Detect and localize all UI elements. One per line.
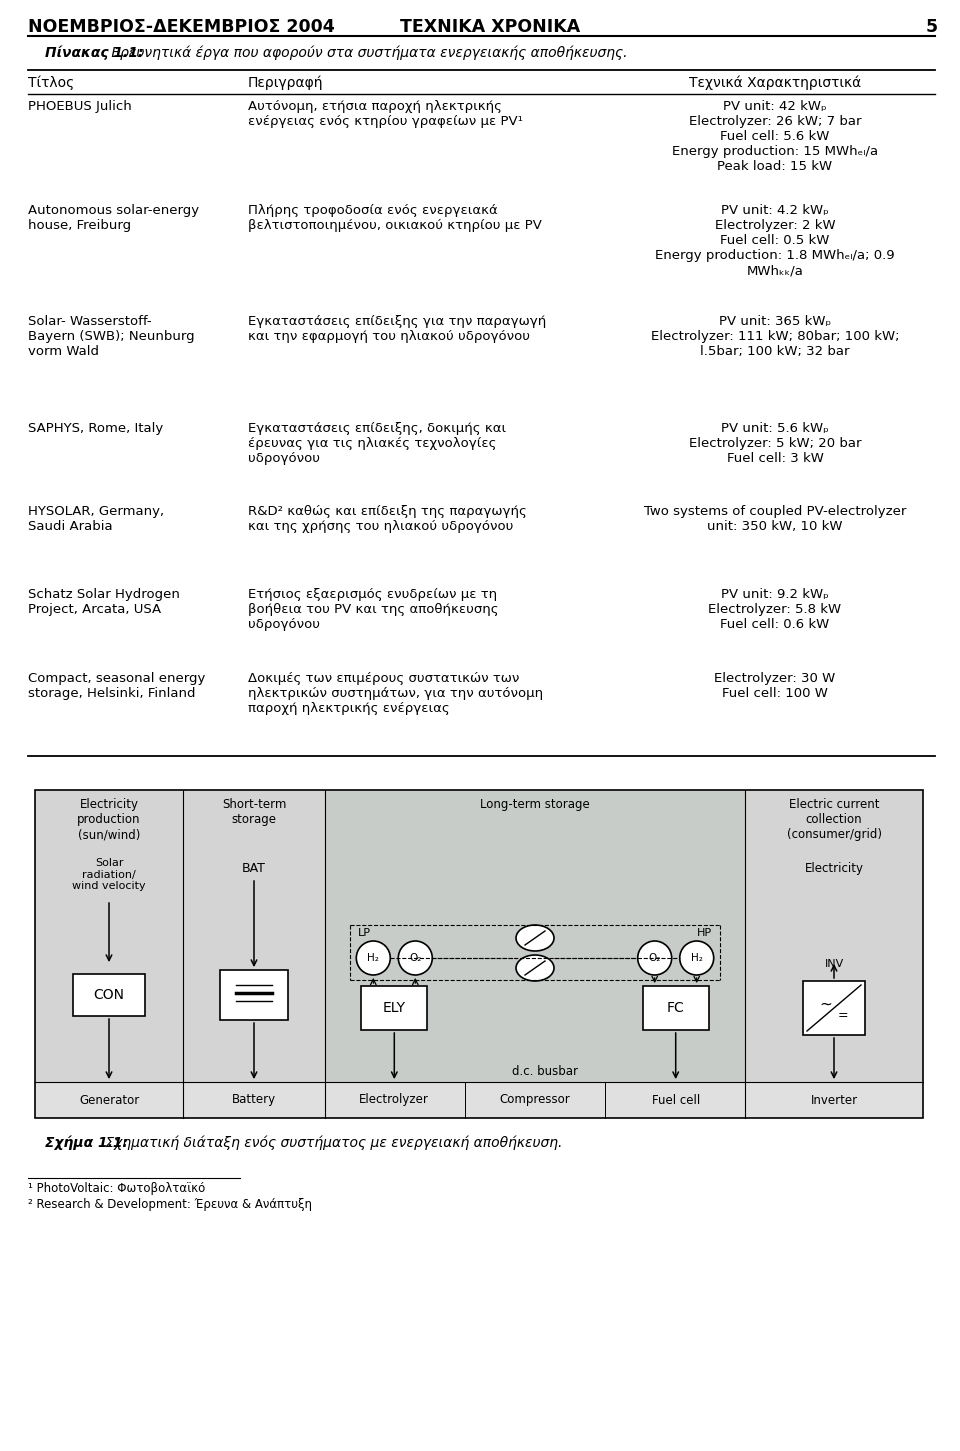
Bar: [220, 971, 288, 1020]
Circle shape: [637, 942, 672, 975]
Text: Solar- Wasserstoff-
Bayern (SWB); Neunburg
vorm Wald: Solar- Wasserstoff- Bayern (SWB); Neunbu…: [28, 315, 195, 358]
Text: Αυτόνομη, ετήσια παροχή ηλεκτρικής
ενέργειας ενός κτηρίου γραφείων με PV¹: Αυτόνομη, ετήσια παροχή ηλεκτρικής ενέργ…: [248, 100, 523, 128]
Text: Πλήρης τροφοδοσία ενός ενεργειακά
βελτιστοποιημένου, οικιακού κτηρίου με PV: Πλήρης τροφοδοσία ενός ενεργειακά βελτισ…: [248, 205, 541, 232]
Text: Τεχνικά Χαρακτηριστικά: Τεχνικά Χαρακτηριστικά: [689, 75, 861, 90]
Text: PV unit: 365 kWₚ
Electrolyzer: 111 kW; 80bar; 100 kW;
l.5bar; 100 kW; 32 bar: PV unit: 365 kWₚ Electrolyzer: 111 kW; 8…: [651, 315, 900, 358]
Text: Two systems of coupled PV-electrolyzer
unit: 350 kW, 10 kW: Two systems of coupled PV-electrolyzer u…: [644, 505, 906, 533]
Text: CON: CON: [93, 988, 125, 1003]
Bar: [361, 987, 427, 1030]
Text: Solar
radiation/
wind velocity: Solar radiation/ wind velocity: [72, 858, 146, 891]
Text: Σχήμα 1.1:: Σχήμα 1.1:: [45, 1136, 128, 1151]
Bar: [745, 789, 923, 1119]
Ellipse shape: [516, 924, 554, 950]
Text: ~: ~: [820, 997, 832, 1011]
Text: Long-term storage: Long-term storage: [480, 798, 589, 811]
Text: Ετήσιος εξαερισμός ενυδρείων με τη
βοήθεια του PV και της αποθήκευσης
υδρογόνου: Ετήσιος εξαερισμός ενυδρείων με τη βοήθε…: [248, 588, 498, 631]
Text: HP: HP: [697, 929, 711, 937]
Text: Battery: Battery: [232, 1094, 276, 1107]
Text: H₂: H₂: [368, 953, 379, 963]
Text: Δοκιμές των επιμέρους συστατικών των
ηλεκτρικών συστημάτων, για την αυτόνομη
παρ: Δοκιμές των επιμέρους συστατικών των ηλε…: [248, 672, 543, 715]
Bar: [73, 974, 145, 1016]
Text: O₂: O₂: [409, 953, 421, 963]
Text: Compact, seasonal energy
storage, Helsinki, Finland: Compact, seasonal energy storage, Helsin…: [28, 672, 205, 699]
Circle shape: [398, 942, 432, 975]
Text: Τίτλος: Τίτλος: [28, 75, 74, 90]
Bar: [803, 981, 865, 1035]
Circle shape: [680, 942, 713, 975]
Text: Electricity
production
(sun/wind): Electricity production (sun/wind): [77, 798, 141, 842]
Bar: [183, 789, 325, 1119]
Text: Πίνακας 1.1:: Πίνακας 1.1:: [45, 46, 143, 61]
Text: BAT: BAT: [242, 862, 266, 875]
Bar: [325, 789, 745, 1119]
Text: LP: LP: [358, 929, 372, 937]
Text: HYSOLAR, Germany,
Saudi Arabia: HYSOLAR, Germany, Saudi Arabia: [28, 505, 164, 533]
Text: PV unit: 42 kWₚ
Electrolyzer: 26 kW; 7 bar
Fuel cell: 5.6 kW
Energy production: : PV unit: 42 kWₚ Electrolyzer: 26 kW; 7 b…: [672, 100, 878, 173]
Circle shape: [356, 942, 391, 975]
Text: Autonomous solar-energy
house, Freiburg: Autonomous solar-energy house, Freiburg: [28, 205, 199, 232]
Text: R&D² καθώς και επίδειξη της παραγωγής
και της χρήσης του ηλιακού υδρογόνου: R&D² καθώς και επίδειξη της παραγωγής κα…: [248, 505, 527, 533]
Text: d.c. busbar: d.c. busbar: [512, 1065, 578, 1078]
Text: Electric current
collection
(consumer/grid): Electric current collection (consumer/gr…: [786, 798, 881, 842]
Text: Compressor: Compressor: [499, 1094, 570, 1107]
Text: PHOEBUS Julich: PHOEBUS Julich: [28, 100, 132, 113]
Text: 5: 5: [925, 17, 938, 36]
Text: H₂: H₂: [691, 953, 703, 963]
Text: Ερευνητικά έργα που αφορούν στα συστήματα ενεργειακής αποθήκευσης.: Ερευνητικά έργα που αφορούν στα συστήματ…: [107, 46, 628, 61]
Text: ¹ PhotoVoltaic: Φωτοβολταϊκό: ¹ PhotoVoltaic: Φωτοβολταϊκό: [28, 1183, 205, 1196]
Text: =: =: [838, 1010, 849, 1023]
Text: PV unit: 9.2 kWₚ
Electrolyzer: 5.8 kW
Fuel cell: 0.6 kW: PV unit: 9.2 kWₚ Electrolyzer: 5.8 kW Fu…: [708, 588, 842, 631]
Text: Electrolyzer: 30 W
Fuel cell: 100 W: Electrolyzer: 30 W Fuel cell: 100 W: [714, 672, 835, 699]
Text: FC: FC: [667, 1001, 684, 1016]
Ellipse shape: [516, 955, 554, 981]
Bar: [35, 789, 183, 1119]
Bar: [35, 1082, 923, 1119]
Text: O₂: O₂: [649, 953, 660, 963]
Text: Fuel cell: Fuel cell: [652, 1094, 700, 1107]
Text: PV unit: 4.2 kWₚ
Electrolyzer: 2 kW
Fuel cell: 0.5 kW
Energy production: 1.8 MWh: PV unit: 4.2 kWₚ Electrolyzer: 2 kW Fuel…: [655, 205, 895, 277]
Text: Electricity: Electricity: [804, 862, 863, 875]
Text: ΤΕΧΝΙΚΑ ΧΡΟΝΙΚΑ: ΤΕΧΝΙΚΑ ΧΡΟΝΙΚΑ: [400, 17, 580, 36]
Text: Εγκαταστάσεις επίδειξης, δοκιμής και
έρευνας για τις ηλιακές τεχνολογίες
υδρογόν: Εγκαταστάσεις επίδειξης, δοκιμής και έρε…: [248, 422, 506, 464]
Text: PV unit: 5.6 kWₚ
Electrolyzer: 5 kW; 20 bar
Fuel cell: 3 kW: PV unit: 5.6 kWₚ Electrolyzer: 5 kW; 20 …: [688, 422, 861, 464]
Text: INV: INV: [825, 959, 844, 969]
Text: ² Research & Development: Έρευνα & Ανάπτυξη: ² Research & Development: Έρευνα & Ανάπτ…: [28, 1199, 312, 1212]
Text: Electrolyzer: Electrolyzer: [359, 1094, 429, 1107]
Text: Περιγραφή: Περιγραφή: [248, 75, 324, 90]
Text: Schatz Solar Hydrogen
Project, Arcata, USA: Schatz Solar Hydrogen Project, Arcata, U…: [28, 588, 180, 617]
Text: SAPHYS, Rome, Italy: SAPHYS, Rome, Italy: [28, 422, 163, 435]
Text: Inverter: Inverter: [810, 1094, 857, 1107]
Bar: [35, 789, 923, 1119]
Text: Εγκαταστάσεις επίδειξης για την παραγωγή
και την εφαρμογή του ηλιακού υδρογόνου: Εγκαταστάσεις επίδειξης για την παραγωγή…: [248, 315, 546, 342]
Text: Σχηματική διάταξη ενός συστήματος με ενεργειακή αποθήκευση.: Σχηματική διάταξη ενός συστήματος με ενε…: [101, 1136, 563, 1151]
Text: Generator: Generator: [79, 1094, 139, 1107]
Text: Short-term
storage: Short-term storage: [222, 798, 286, 826]
Text: ELY: ELY: [383, 1001, 406, 1016]
Text: ΝΟΕΜΒΡΙΟΣ-ΔΕΚΕΜΒΡΙΟΣ 2004: ΝΟΕΜΒΡΙΟΣ-ΔΕΚΕΜΒΡΙΟΣ 2004: [28, 17, 335, 36]
Bar: [642, 987, 708, 1030]
